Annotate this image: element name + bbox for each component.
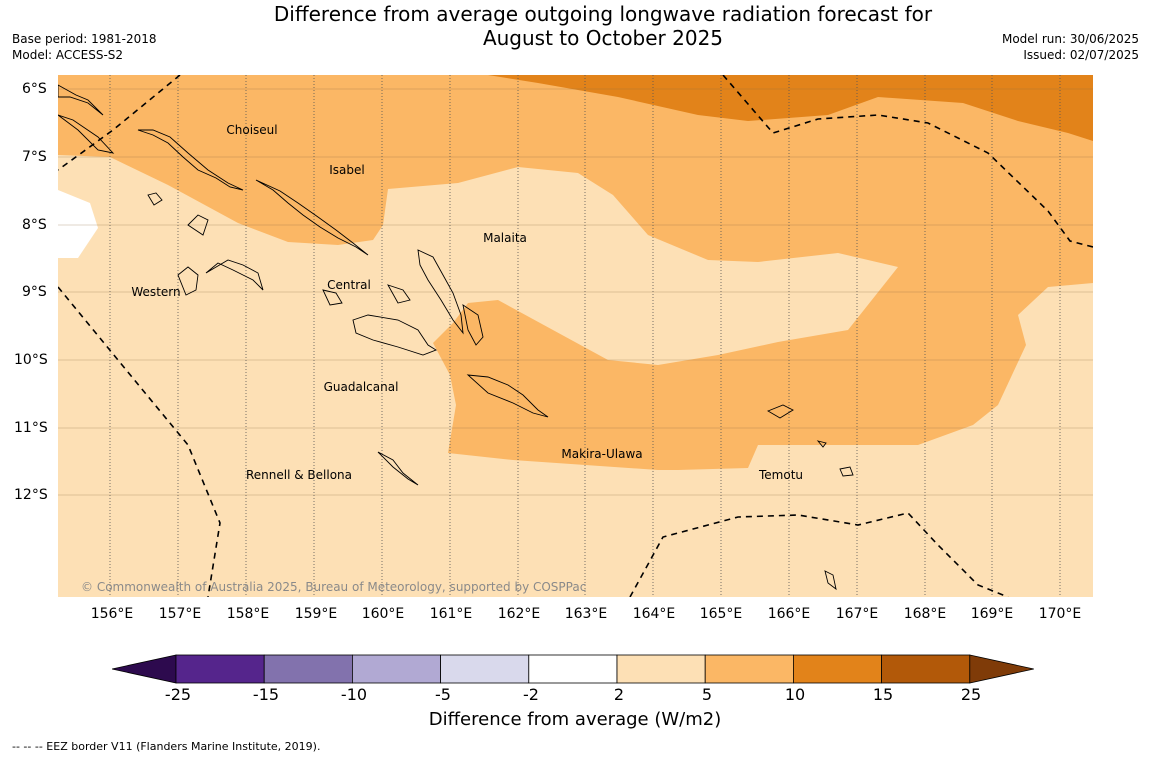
- lon-label: 168°E: [903, 606, 947, 622]
- lon-label: 161°E: [429, 606, 473, 622]
- colorbar-tick: -15: [252, 685, 280, 704]
- colorbar-tick: 2: [613, 685, 625, 704]
- lat-label: 10°S: [14, 352, 48, 368]
- colorbar-segment: [528, 654, 618, 684]
- lat-label: 11°S: [14, 420, 48, 436]
- colorbar-tick: -5: [435, 685, 451, 704]
- base-period: Base period: 1981-2018: [12, 32, 157, 46]
- issued-date: Issued: 02/07/2025: [1023, 48, 1139, 62]
- region-label-central: Central: [327, 278, 371, 292]
- colorbar-segment: [263, 654, 353, 684]
- colorbar-label: Difference from average (W/m2): [428, 709, 722, 730]
- colorbar-tick: 5: [701, 685, 713, 704]
- chart-title: Difference from average outgoing longwav…: [0, 2, 1150, 50]
- colorbar-tick: 10: [784, 685, 806, 704]
- region-label-isabel: Isabel: [329, 163, 365, 177]
- map: [58, 75, 1093, 597]
- lat-label: 8°S: [22, 217, 47, 233]
- colorbar-segment: [704, 654, 794, 684]
- title-line-1: Difference from average outgoing longwav…: [273, 2, 933, 26]
- lat-label: 9°S: [22, 284, 47, 300]
- lon-label: 163°E: [564, 606, 608, 622]
- field-below-2: [58, 190, 98, 258]
- title-line-2: August to October 2025: [482, 26, 724, 50]
- lon-label: 170°E: [1038, 606, 1082, 622]
- lon-label: 159°E: [294, 606, 338, 622]
- copyright-notice: © Commonwealth of Australia 2025, Bureau…: [81, 580, 587, 594]
- region-label-rennell-bellona: Rennell & Bellona: [245, 468, 353, 482]
- region-label-temotu: Temotu: [758, 468, 804, 482]
- model-name: Model: ACCESS-S2: [12, 48, 124, 62]
- lon-label: 162°E: [497, 606, 541, 622]
- colorbar-tick: -2: [523, 685, 539, 704]
- colorbar-segment: [881, 654, 971, 684]
- region-label-choiseul: Choiseul: [226, 123, 278, 137]
- meta-left: Base period: 1981-2018 Model: ACCESS-S2: [12, 31, 157, 63]
- meta-right: Model run: 30/06/2025 Issued: 02/07/2025: [1002, 31, 1139, 63]
- field-5-10-north: [58, 75, 1093, 470]
- lon-label: 160°E: [361, 606, 405, 622]
- colorbar-segment: [440, 654, 530, 684]
- region-label-western: Western: [131, 285, 181, 299]
- lon-label: 166°E: [767, 606, 811, 622]
- lon-label: 157°E: [158, 606, 202, 622]
- colorbar: [112, 654, 1034, 684]
- field-5-10-west: [58, 75, 118, 135]
- region-label-guadalcanal: Guadalcanal: [323, 380, 399, 394]
- coastline: [58, 84, 854, 591]
- lon-label: 156°E: [90, 606, 134, 622]
- colorbar-extend-low: [112, 654, 177, 684]
- field-10-15: [488, 75, 1093, 141]
- region-label-malaita: Malaita: [483, 231, 527, 245]
- lat-label: 7°S: [22, 149, 47, 165]
- lon-label: 169°E: [970, 606, 1014, 622]
- model-run: Model run: 30/06/2025: [1001, 32, 1139, 46]
- colorbar-segment: [351, 654, 441, 684]
- lat-label: 12°S: [14, 487, 48, 503]
- colorbar-tick: -25: [164, 685, 192, 704]
- colorbar-tick: 25: [960, 685, 982, 704]
- lon-label: 158°E: [226, 606, 270, 622]
- lat-label: 6°S: [22, 81, 47, 97]
- colorbar-tick: 15: [872, 685, 894, 704]
- colorbar-extend-high: [969, 654, 1034, 684]
- grid: [109, 75, 1061, 597]
- lat-lines: [58, 88, 1093, 496]
- eez-footnote: -- -- -- EEZ border V11 (Flanders Marine…: [12, 740, 321, 753]
- eez-border: [58, 75, 1093, 597]
- lon-label: 165°E: [699, 606, 743, 622]
- colorbar-segment: [175, 654, 265, 684]
- region-label-makira-ulawa: Makira-Ulawa: [561, 447, 643, 461]
- lon-label: 164°E: [632, 606, 676, 622]
- lon-label: 167°E: [835, 606, 879, 622]
- colorbar-tick: -10: [340, 685, 368, 704]
- colorbar-segment: [616, 654, 706, 684]
- colorbar-segment: [793, 654, 883, 684]
